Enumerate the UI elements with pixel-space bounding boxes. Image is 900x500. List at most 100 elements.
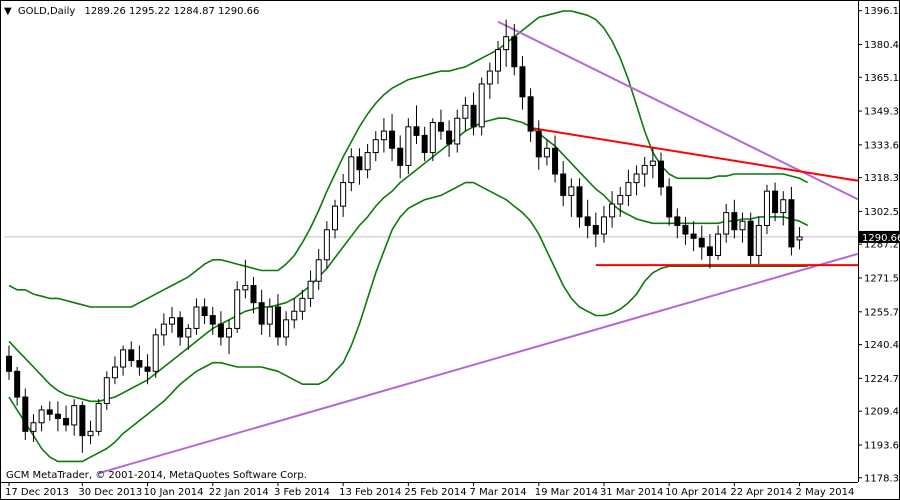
price-tick-label: 1380.40 [864,40,900,51]
candle-body-up [649,160,656,166]
candle-body-up [266,306,273,325]
candle-body-down [413,126,420,136]
candle-body-down [470,104,477,128]
candle [193,298,200,335]
candle [641,156,648,187]
candle [462,96,469,132]
candle [568,178,575,217]
ohlc-values: 1289.26 1295.22 1284.87 1290.66 [84,6,259,17]
bollinger-upper-line [8,10,809,308]
candle [348,148,355,192]
candle-body-down [79,405,86,437]
candle-body-down [128,349,135,362]
candle [600,206,607,243]
candle-body-down [201,306,208,317]
candle-body-down [747,220,754,256]
candle-body-down [421,134,428,154]
candle-body-up [796,236,803,241]
candle [356,148,363,185]
candle-body-down [706,246,713,256]
candle [609,191,616,228]
candle [291,298,298,329]
indicator-arrow-icon: ▼ [4,6,12,17]
candle-body-down [356,156,363,171]
candle-body-down [658,160,664,188]
candle [364,143,371,179]
candle-body-up [763,190,770,226]
candle-body-up [780,199,787,214]
candle [250,276,257,314]
candle [690,221,697,252]
candle [242,259,249,299]
candle [307,270,314,307]
candle [274,294,281,346]
candle [152,328,159,378]
time-tick-label: 7 Mar 2014 [470,487,527,498]
time-tick-label: 2 May 2014 [796,487,855,498]
time-tick-label: 22 Jan 2014 [209,487,269,498]
candle [111,356,118,385]
candle [128,341,135,368]
candle-body-up [723,212,730,235]
candle-body-up [543,147,550,158]
candle-body-down [519,66,526,98]
drawn-lines[interactable] [98,20,859,475]
copyright-text: GCM MetaTrader, © 2001-2014, MetaQuotes … [6,470,307,481]
candle-body-down [511,36,518,68]
candle-body-up [739,220,746,231]
candle-body-up [307,280,314,299]
candle-body-up [364,152,371,171]
candle [226,319,233,355]
candle [266,298,273,337]
candle [698,225,705,260]
price-tick-label: 1318.30 [864,173,900,184]
trendline-line-2[interactable] [497,20,859,201]
candle [446,120,453,157]
price-tick-label: 1349.35 [864,107,900,118]
bollinger-lower-line [8,181,808,463]
candle-body-up [103,377,110,404]
time-tick-label: 30 Dec 2013 [78,487,142,498]
candle-body-up [405,126,412,166]
time-tick-label: 22 Apr 2014 [730,487,792,498]
trendline-line-1[interactable] [98,252,859,475]
candle [209,306,216,335]
price-tag-value: 1290.66 [862,233,900,244]
candle [788,186,795,256]
candle-body-up [291,310,298,321]
candle-body-down [217,323,224,338]
candle [552,135,559,183]
candle-body-up [111,366,118,379]
candle-body-up [454,117,461,145]
candle-body-down [46,409,53,415]
candle [169,306,175,333]
candle-body-up [169,317,175,325]
candle-body-up [478,83,485,128]
candle [682,216,689,245]
candle-body-up [95,402,102,432]
candle-body-down [674,216,681,226]
candle-body-down [14,370,21,398]
candle [63,405,70,432]
candle [71,399,78,436]
candle-body-down [54,413,61,419]
candle-body-up [38,409,45,424]
candle [38,405,45,432]
candle [560,161,567,207]
candle [649,148,656,179]
resistance-line-3[interactable] [530,126,859,182]
candle [617,186,624,217]
candle [405,118,412,175]
candle [470,92,477,136]
candle-body-down [772,190,779,214]
candle-body-down [682,224,689,235]
candle [723,204,730,243]
candle-body-down [690,233,697,239]
price-tick-label: 1333.60 [864,140,900,151]
candle-body-up [568,186,575,196]
candle [625,169,632,207]
candle-body-up [462,104,469,119]
candle-body-up [234,289,241,329]
candle [87,420,94,445]
